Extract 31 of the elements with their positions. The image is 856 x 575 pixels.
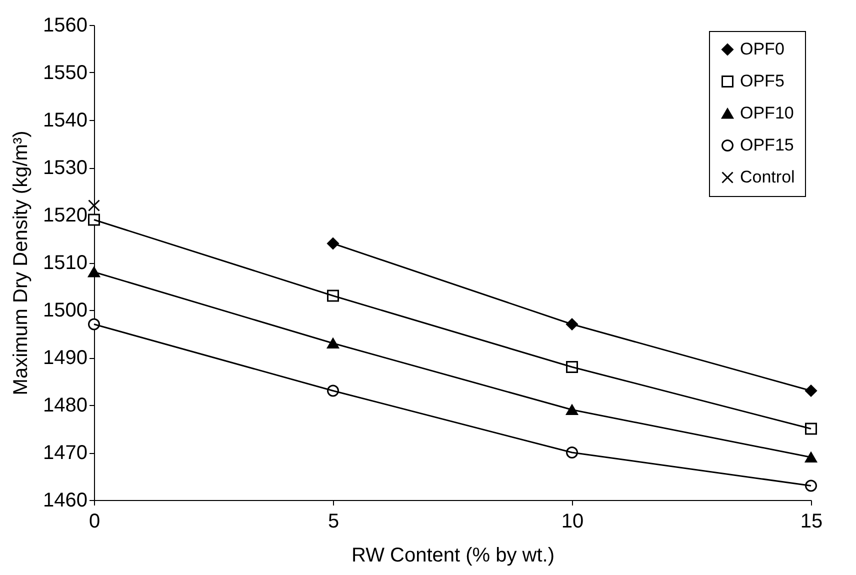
point: [88, 266, 100, 278]
x-tick-label: 0: [88, 510, 100, 532]
y-tick-label: 1550: [43, 62, 88, 84]
point: [88, 200, 100, 212]
legend-label: OPF5: [740, 72, 784, 90]
y-tick-label: 1480: [43, 394, 88, 416]
y-tick-label: 1500: [43, 300, 88, 322]
y-axis-title: Maximum Dry Density (kg/m³): [10, 130, 32, 396]
point: [805, 480, 817, 492]
legend-label: OPF10: [740, 104, 794, 122]
y-tick-label: 1520: [43, 204, 88, 226]
y-tick-label: 1530: [43, 157, 88, 179]
legend-label: OPF0: [740, 40, 784, 58]
y-tick-label: 1490: [43, 347, 88, 369]
x-tick-label: 5: [328, 510, 340, 532]
point: [805, 384, 817, 397]
legend-label: OPF15: [740, 136, 794, 154]
legend-label: Control: [740, 168, 795, 186]
y-tick-label: 1460: [43, 490, 88, 512]
x-tick-label: 10: [561, 510, 584, 532]
point: [327, 238, 339, 250]
y-tick-label: 1510: [43, 252, 88, 274]
point: [88, 318, 100, 330]
point: [805, 422, 817, 435]
point: [805, 452, 817, 463]
x-tick-label: 15: [800, 510, 823, 532]
x-axis-title: RW Content (% by wt.): [351, 544, 555, 566]
y-tick-label: 1470: [43, 442, 88, 464]
y-tick-label: 1560: [43, 14, 88, 36]
y-tick-label: 1540: [43, 110, 88, 132]
point: [88, 214, 100, 226]
